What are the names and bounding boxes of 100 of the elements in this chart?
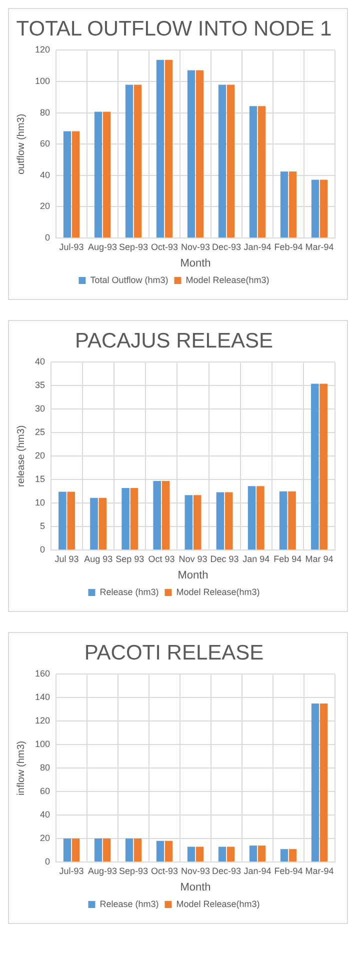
y-tick-label: 20: [34, 450, 46, 461]
legend-label: Model Release(hm3): [186, 274, 270, 285]
bar: [164, 60, 173, 238]
x-tick-label: Dec 93: [210, 554, 239, 564]
y-tick-label: 5: [40, 521, 46, 532]
bar: [288, 491, 296, 550]
bar: [63, 131, 72, 238]
y-tick-label: 160: [34, 668, 50, 679]
x-axis-title: Month: [180, 257, 211, 270]
bar: [216, 492, 224, 550]
x-tick-label: Nov 93: [178, 554, 208, 564]
x-tick-label: Feb 94: [274, 554, 302, 564]
x-tick-label: Mar 94: [305, 554, 334, 564]
x-tick-label: Jan-94: [244, 242, 272, 252]
bar: [134, 838, 142, 862]
bar: [184, 495, 193, 550]
x-tick-label: Oct 93: [148, 554, 175, 564]
bar: [249, 846, 258, 862]
bar: [102, 838, 111, 862]
bar: [90, 498, 98, 550]
y-axis-title: outflow (hm3): [16, 114, 27, 174]
legend-label: Release (hm3): [100, 586, 159, 597]
x-tick-label: Sep-93: [118, 242, 148, 252]
bar: [125, 84, 134, 238]
y-tick-label: 40: [40, 170, 50, 180]
x-tick-label: Aug-93: [88, 242, 118, 252]
bar: [320, 180, 328, 238]
y-tick-label: 80: [40, 107, 50, 118]
x-tick-label: Dec-93: [212, 866, 242, 876]
x-axis-title: Month: [178, 569, 208, 582]
x-tick-label: Nov-93: [181, 866, 210, 876]
y-tick-label: 30: [34, 404, 46, 414]
y-tick-label: 80: [40, 762, 50, 773]
bar: [156, 840, 164, 862]
bar: [122, 488, 130, 550]
x-tick-label: Feb-94: [274, 866, 303, 876]
bar: [156, 60, 164, 238]
bar: [311, 180, 320, 238]
y-tick-label: 120: [34, 44, 50, 55]
bar: [248, 486, 256, 550]
x-tick-label: Jul-93: [59, 866, 84, 876]
bar: [130, 488, 138, 550]
bar: [258, 846, 266, 862]
bar: [311, 704, 320, 862]
bar: [226, 84, 235, 238]
chart-title: PACOTI RELEASE: [84, 641, 264, 664]
legend-label: Total Outflow (hm3): [90, 274, 168, 285]
bar: [67, 492, 76, 550]
chart-title: TOTAL OUTFLOW INTO NODE 1: [16, 17, 332, 40]
y-tick-label: 25: [34, 427, 46, 438]
y-tick-label: 20: [40, 201, 50, 212]
y-tick-label: 140: [34, 692, 50, 702]
bar: [288, 849, 297, 862]
x-tick-label: Mar-94: [305, 242, 334, 252]
bar: [63, 838, 72, 862]
y-tick-label: 20: [40, 833, 50, 844]
chart-title: PACAJUS RELEASE: [74, 329, 274, 352]
bar: [102, 112, 111, 238]
y-tick-label: 0: [40, 544, 46, 554]
x-tick-label: Aug 93: [84, 554, 113, 564]
y-tick-label: 100: [34, 76, 50, 86]
bar: [98, 498, 107, 550]
x-tick-label: Mar-94: [305, 866, 334, 876]
x-tick-label: Nov-93: [181, 242, 210, 252]
bar: [218, 846, 226, 862]
bar: [162, 480, 170, 550]
y-axis-title: release (hm3): [16, 425, 27, 487]
bar: [310, 384, 319, 550]
x-tick-label: Sep-93: [118, 866, 148, 876]
x-tick-label: Aug-93: [88, 866, 118, 876]
y-axis-title: inflow (hm3): [16, 740, 27, 796]
y-tick-label: 60: [40, 786, 50, 796]
x-tick-label: Dec-93: [212, 242, 242, 252]
bar: [72, 131, 80, 238]
y-tick-label: 40: [34, 356, 46, 367]
bar: [249, 106, 258, 238]
bar: [153, 480, 162, 550]
bar: [258, 106, 266, 238]
x-tick-label: Feb-94: [274, 242, 303, 252]
bar: [224, 492, 233, 550]
bar: [134, 84, 142, 238]
x-tick-label: Sep 93: [116, 554, 144, 564]
y-tick-label: 100: [34, 739, 50, 750]
bar: [218, 84, 226, 238]
y-tick-label: 60: [40, 138, 50, 149]
x-tick-label: Oct-93: [151, 866, 178, 876]
bar: [187, 70, 196, 238]
y-tick-label: 120: [34, 716, 50, 726]
x-tick-label: Jul-93: [59, 242, 84, 252]
y-tick-label: 35: [34, 380, 46, 390]
bar: [280, 171, 288, 238]
bar: [280, 849, 288, 862]
y-tick-label: 15: [34, 474, 46, 484]
bar: [58, 492, 66, 550]
y-tick-label: 40: [40, 810, 50, 820]
bar: [125, 838, 134, 862]
legend-label: Model Release(hm3): [176, 586, 260, 597]
bar: [193, 495, 202, 550]
x-tick-label: Oct-93: [151, 242, 178, 252]
bar: [196, 846, 204, 862]
